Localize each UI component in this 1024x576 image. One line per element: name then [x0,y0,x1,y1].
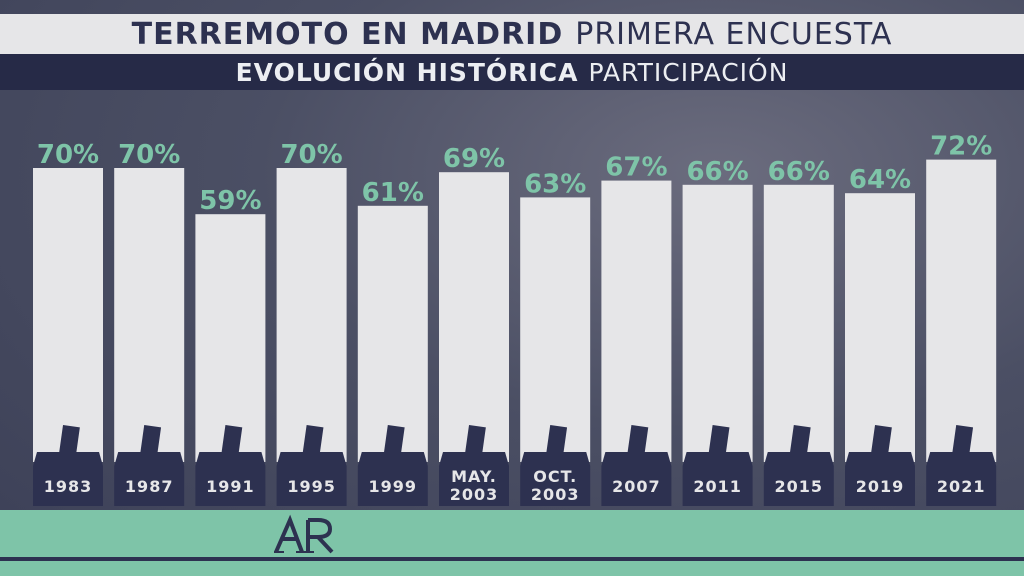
tick-label: 1995 [287,477,336,496]
tick-label: 2019 [856,477,905,496]
ballot-paper-icon [627,425,649,456]
ballot-box-icon [926,466,997,506]
bar [520,197,591,462]
ballot-box-icon [195,466,266,506]
bar [601,180,672,462]
ballot-paper-icon [59,425,80,456]
bar [763,184,834,463]
tick-label: 1987 [125,477,174,496]
ballot-paper-icon [708,425,730,456]
data-label: 66% [768,157,830,187]
ballot-box-icon [682,466,753,506]
data-label: 64% [849,165,911,195]
tick-label: 2011 [693,477,742,496]
ballot-box-lid-icon [276,452,347,466]
data-label: 70% [37,140,99,170]
tick-label: OCT. 2003 [531,467,580,504]
tick-label: 2007 [612,477,661,496]
ballot-box-icon [276,466,347,506]
ballot-paper-icon [789,425,811,456]
ballot-paper-icon [221,425,243,456]
data-label: 61% [362,178,424,208]
data-label: 70% [118,140,180,170]
ballot-paper-icon [140,425,162,456]
ballot-box-lid-icon [520,452,591,466]
tick-label: 1983 [44,477,93,496]
ballot-box-lid-icon [439,452,509,466]
subtitle-bold: EVOLUCIÓN HISTÓRICA [235,57,579,87]
bar [195,214,266,462]
ballot-paper-icon [465,425,486,456]
ballot-box-icon [601,466,672,506]
bar [114,168,185,462]
ballot-box-icon [357,466,428,506]
bar [33,168,103,462]
bar [357,205,428,463]
ballot-box-lid-icon [763,452,834,466]
tick-label-line: 2003 [450,485,499,504]
ballot-box-lid-icon [926,452,997,466]
ballot-box-lid-icon [195,452,266,466]
data-label: 63% [524,169,586,199]
title-band [0,14,1024,54]
bar [845,193,915,462]
chart-subtitle: EVOLUCIÓN HISTÓRICA PARTICIPACIÓN [0,54,1024,90]
ar-logo [274,514,334,554]
bar [439,172,509,462]
tick-label: 1999 [369,477,418,496]
data-label: 66% [686,157,748,187]
tick-label-line: 2003 [531,485,580,504]
ballot-box-icon [33,466,103,506]
ballot-box-lid-icon [845,452,915,466]
data-label: 67% [605,153,667,183]
tick-label: 2021 [937,477,986,496]
subtitle-band [0,54,1024,90]
ballot-paper-icon [871,425,892,456]
tick-label: MAY. 2003 [450,467,499,504]
data-label: 70% [280,140,342,170]
bar [276,168,347,462]
ballot-box-icon [845,466,915,506]
subtitle-rest: PARTICIPACIÓN [588,57,789,87]
ballot-paper-icon [383,425,405,456]
title-bold: TERREMOTO EN MADRID [131,16,564,52]
ballot-box-icon [439,466,509,506]
tick-label: 2015 [775,477,824,496]
ballot-box-icon [763,466,834,506]
footer-divider [0,557,1024,561]
ballot-paper-icon [302,425,324,456]
ballot-box-lid-icon [682,452,753,466]
data-label: 72% [930,132,992,162]
data-label: 69% [443,144,505,174]
data-label: 59% [199,186,261,216]
ballot-box-lid-icon [601,452,672,466]
title-rest: PRIMERA ENCUESTA [575,16,893,52]
ballot-paper-icon [546,425,568,456]
ballot-box-icon [520,466,591,506]
page-title: TERREMOTO EN MADRID PRIMERA ENCUESTA [0,14,1024,54]
tick-label: 1991 [206,477,255,496]
footer-band [0,510,1024,576]
ballot-box-lid-icon [33,452,103,466]
tick-label-line: MAY. [451,467,497,486]
ballot-box-icon [114,466,185,506]
ballot-box-lid-icon [114,452,185,466]
tick-label-line: OCT. [533,467,577,486]
bar [682,184,753,463]
ballot-paper-icon [952,425,974,456]
ballot-box-lid-icon [357,452,428,466]
bar [926,159,997,462]
